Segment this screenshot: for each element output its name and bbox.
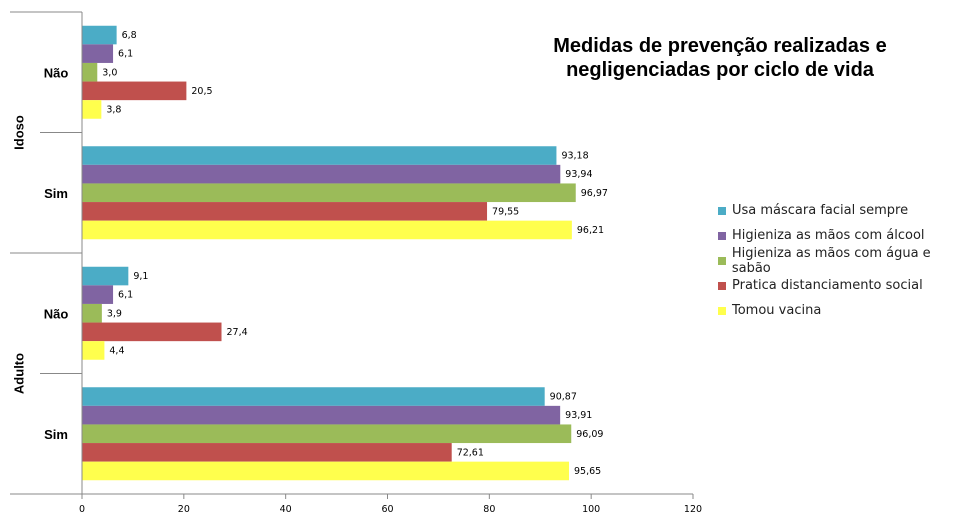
data-label: 93,91: [565, 410, 592, 421]
category-label: Não: [44, 306, 69, 321]
bar: [82, 202, 488, 221]
bar: [82, 146, 557, 165]
group-label: Adulto: [11, 353, 26, 394]
data-label: 27,4: [227, 327, 248, 338]
data-label: 3,9: [107, 308, 122, 319]
legend-label: Usa máscara facial sempre: [732, 203, 909, 218]
legend-swatch: [718, 281, 726, 290]
legend-item: Higieniza as mãos com água e sabão: [718, 245, 969, 276]
data-label: 72,61: [457, 447, 484, 458]
bar: [82, 405, 561, 425]
x-tick-label: 40: [280, 504, 292, 515]
data-label: 6,1: [118, 290, 133, 301]
legend-item: Pratica distanciamento social: [718, 273, 969, 298]
x-tick-label: 100: [582, 504, 600, 515]
data-label: 6,8: [122, 30, 137, 41]
bar: [82, 183, 576, 203]
chart-title: Medidas de prevenção realizadas e neglig…: [553, 35, 887, 81]
data-label: 96,97: [581, 188, 608, 199]
bar: [82, 220, 572, 240]
legend-swatch: [718, 306, 726, 315]
legend-swatch: [718, 206, 726, 215]
legend-item: Tomou vacina: [718, 298, 969, 323]
legend-label: Tomou vacina: [732, 303, 822, 318]
x-tick-label: 60: [381, 504, 393, 515]
category-label: Não: [44, 65, 69, 80]
bar: [82, 81, 187, 101]
data-label: 6,1: [118, 49, 133, 60]
bar: [82, 25, 117, 45]
bar: [82, 303, 102, 323]
data-label: 96,21: [577, 225, 604, 236]
bar: [82, 461, 570, 481]
bar: [82, 424, 572, 444]
bar: [82, 266, 129, 286]
category-label: Sim: [44, 427, 68, 442]
legend-item: Usa máscara facial sempre: [718, 198, 969, 223]
legend-swatch: [718, 231, 726, 240]
data-label: 93,18: [561, 151, 588, 162]
data-label: 96,09: [576, 429, 603, 440]
x-tick-label: 80: [483, 504, 495, 515]
bar: [82, 62, 98, 82]
group-label: Idoso: [11, 115, 26, 150]
legend: Usa máscara facial sempre Higieniza as m…: [718, 198, 969, 323]
bar: [82, 44, 114, 63]
data-label: 93,94: [565, 169, 592, 180]
x-tick-label: 0: [79, 504, 85, 515]
data-label: 9,1: [133, 271, 148, 282]
data-label: 4,4: [109, 345, 124, 356]
data-label: 79,55: [492, 206, 519, 217]
bar: [82, 164, 561, 184]
legend-label: Higieniza as mãos com álcool: [732, 228, 925, 243]
bar: [82, 443, 452, 462]
legend-item: Higieniza as mãos com álcool: [718, 223, 969, 248]
data-label: 3,8: [106, 104, 121, 115]
data-label: 20,5: [191, 86, 212, 97]
x-tick-label: 20: [178, 504, 190, 515]
bar: [82, 100, 102, 119]
bar: [82, 322, 222, 342]
data-label: 3,0: [102, 67, 117, 78]
bar: [82, 387, 545, 406]
bar: [82, 285, 114, 304]
bar: [82, 341, 105, 360]
data-label: 95,65: [574, 466, 601, 477]
legend-label: Higieniza as mãos com água e sabão: [731, 245, 931, 276]
data-label: 90,87: [550, 392, 577, 403]
legend-label: Pratica distanciamento social: [732, 278, 923, 293]
category-label: Sim: [44, 186, 68, 201]
x-tick-label: 120: [684, 504, 702, 515]
legend-swatch: [718, 256, 726, 265]
